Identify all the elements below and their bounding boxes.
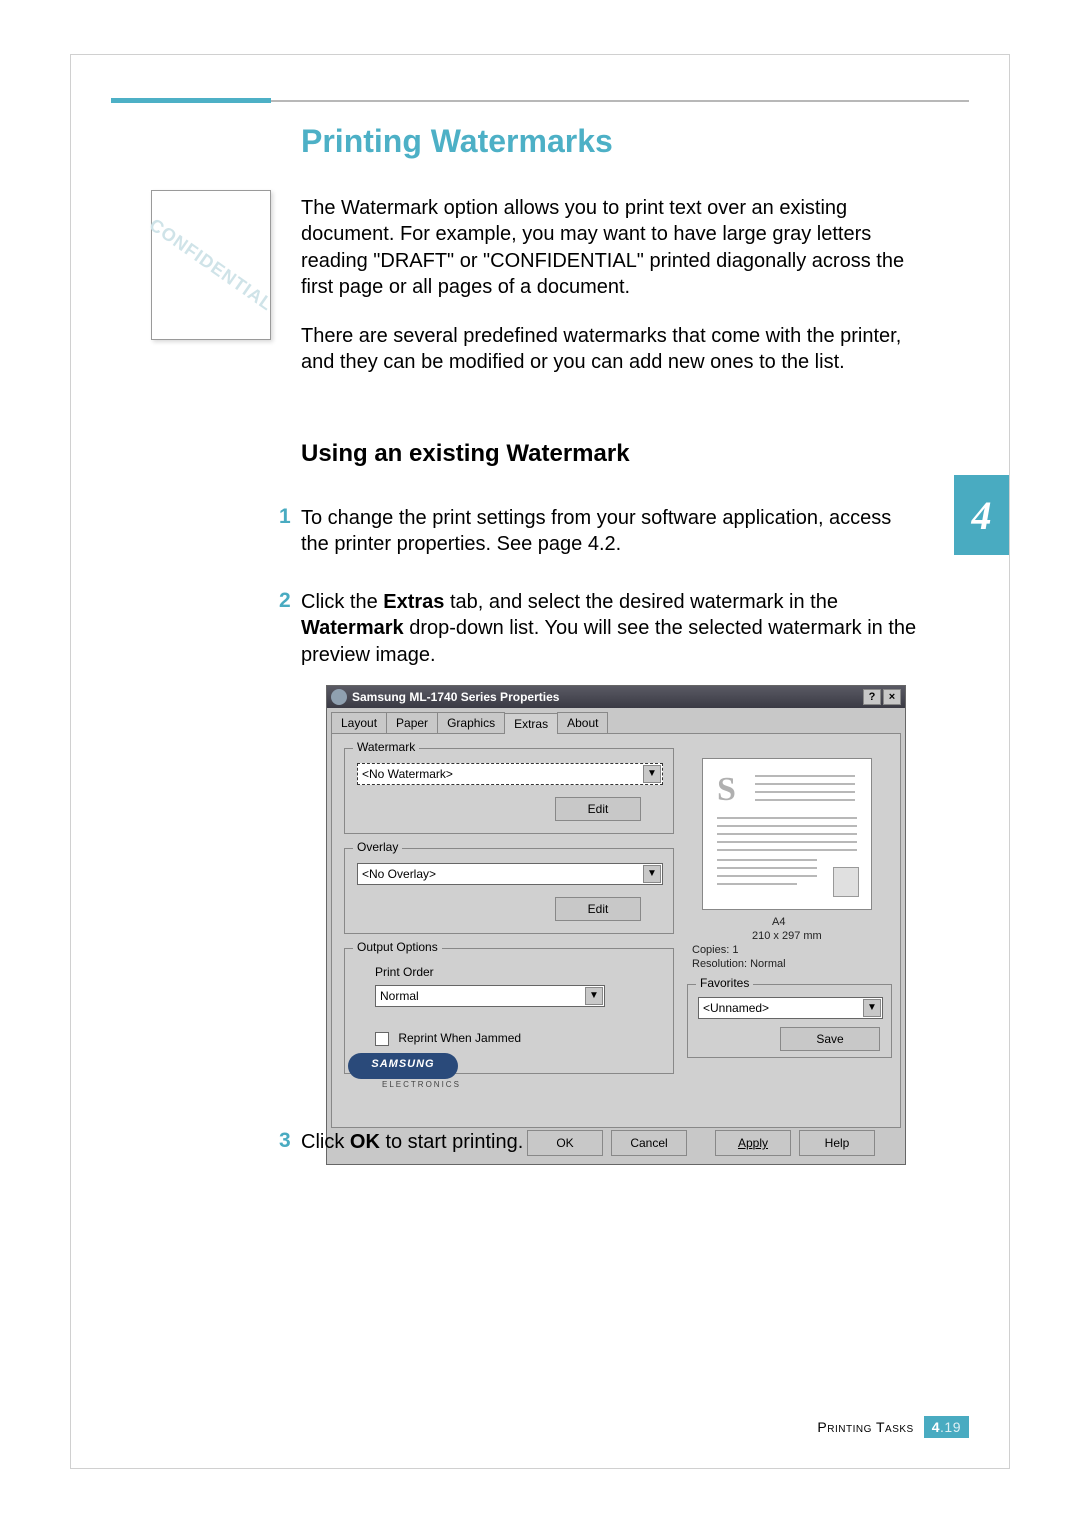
samsung-logo: SAMSUNG xyxy=(348,1053,458,1079)
paragraph-2: There are several predefined watermarks … xyxy=(301,323,921,376)
dialog-titlebar[interactable]: Samsung ML-1740 Series Properties ? × xyxy=(327,686,905,708)
footer: Printing Tasks 4.19 xyxy=(817,1416,969,1438)
preview-s-logo: S xyxy=(717,771,736,809)
print-order-label: Print Order xyxy=(375,965,434,979)
chevron-down-icon[interactable]: ▼ xyxy=(863,999,881,1017)
tab-extras[interactable]: Extras xyxy=(504,713,558,734)
save-button[interactable]: Save xyxy=(780,1027,880,1051)
meta-paper: A4 xyxy=(772,916,785,928)
tab-paper[interactable]: Paper xyxy=(386,712,438,733)
tab-row: Layout Paper Graphics Extras About xyxy=(331,712,901,734)
chapter-tab: 4 xyxy=(954,475,1009,555)
paragraph-1: The Watermark option allows you to print… xyxy=(301,195,921,301)
tab-body: Watermark <No Watermark> ▼ Edit Overlay … xyxy=(331,734,901,1128)
favorites-select[interactable]: <Unnamed> ▼ xyxy=(698,997,883,1019)
chevron-down-icon[interactable]: ▼ xyxy=(643,865,661,883)
dialog-title: Samsung ML-1740 Series Properties xyxy=(352,690,861,704)
step-number: 3 xyxy=(279,1129,291,1153)
step-2: 2 Click the Extras tab, and select the d… xyxy=(301,589,921,668)
watermark-select[interactable]: <No Watermark> ▼ xyxy=(357,763,663,785)
chevron-down-icon[interactable]: ▼ xyxy=(585,987,603,1005)
top-rule-accent xyxy=(111,98,271,103)
step-1-text: To change the print settings from your s… xyxy=(301,505,921,558)
reprint-checkbox[interactable] xyxy=(375,1032,389,1046)
group-overlay-label: Overlay xyxy=(353,840,402,854)
group-watermark-label: Watermark xyxy=(353,740,419,754)
tab-graphics[interactable]: Graphics xyxy=(437,712,505,733)
subheading: Using an existing Watermark xyxy=(301,440,630,468)
footer-section: Printing Tasks xyxy=(817,1419,913,1435)
help-titlebar-button[interactable]: ? xyxy=(863,689,881,705)
preview-pane: S xyxy=(702,758,872,910)
watermark-sample-box: CONFIDENTIAL xyxy=(151,190,271,340)
overlay-edit-button[interactable]: Edit xyxy=(555,897,641,921)
group-favorites-label: Favorites xyxy=(696,976,753,990)
page-heading: Printing Watermarks xyxy=(301,123,613,160)
meta-dimensions: 210 x 297 mm xyxy=(752,930,822,942)
step-2-text: Click the Extras tab, and select the des… xyxy=(301,589,921,668)
properties-dialog: Samsung ML-1740 Series Properties ? × La… xyxy=(326,685,906,1165)
group-overlay: Overlay <No Overlay> ▼ Edit xyxy=(344,848,674,934)
electronics-label: ELECTRONICS xyxy=(382,1080,461,1089)
step-3-text: Click OK to start printing. xyxy=(301,1129,921,1155)
reprint-checkbox-row[interactable]: Reprint When Jammed xyxy=(375,1031,521,1046)
tab-layout[interactable]: Layout xyxy=(331,712,387,733)
watermark-sample-text: CONFIDENTIAL xyxy=(145,215,277,316)
tab-about[interactable]: About xyxy=(557,712,608,733)
step-number: 1 xyxy=(279,505,291,529)
preview-object-icon xyxy=(833,867,859,897)
chevron-down-icon[interactable]: ▼ xyxy=(643,765,661,783)
step-3: 3 Click OK to start printing. xyxy=(301,1129,921,1155)
group-favorites: Favorites <Unnamed> ▼ Save xyxy=(687,984,892,1058)
step-1: 1 To change the print settings from your… xyxy=(301,505,921,558)
page: Printing Watermarks CONFIDENTIAL The Wat… xyxy=(70,54,1010,1469)
group-watermark: Watermark <No Watermark> ▼ Edit xyxy=(344,748,674,834)
meta-copies: Copies: 1 xyxy=(692,944,738,956)
group-output-label: Output Options xyxy=(353,940,442,954)
meta-resolution: Resolution: Normal xyxy=(692,958,786,970)
dialog-icon xyxy=(331,689,347,705)
close-button[interactable]: × xyxy=(883,689,901,705)
step-number: 2 xyxy=(279,589,291,613)
print-order-select[interactable]: Normal ▼ xyxy=(375,985,605,1007)
footer-page-badge: 4.19 xyxy=(924,1416,969,1438)
overlay-select[interactable]: <No Overlay> ▼ xyxy=(357,863,663,885)
watermark-edit-button[interactable]: Edit xyxy=(555,797,641,821)
